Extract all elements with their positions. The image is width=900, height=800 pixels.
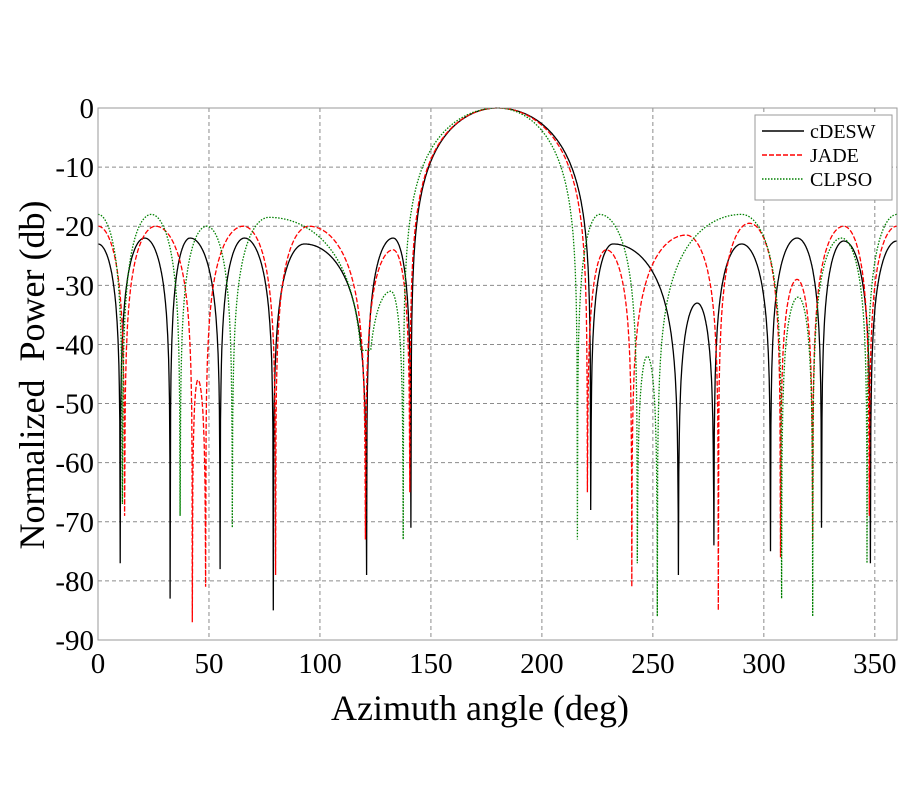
x-tick-label: 300 — [742, 648, 786, 680]
legend-label: CLPSO — [810, 169, 872, 191]
y-tick-label: -60 — [55, 448, 94, 480]
series-line-clpso — [98, 107, 897, 617]
legend-box — [754, 114, 893, 201]
x-tick-label: 50 — [194, 648, 223, 680]
y-tick-labels: 0 -10 -20 -30 -40 -50 -60 -70 -80 -90 — [55, 93, 94, 657]
y-tick-label: -20 — [55, 211, 94, 243]
y-tick-label: -70 — [55, 507, 94, 539]
x-tick-label: 200 — [520, 648, 564, 680]
x-tick-label: 350 — [853, 648, 897, 680]
x-tick-label: 0 — [91, 648, 106, 680]
legend-label: cDESW — [810, 121, 876, 143]
plot-border — [97, 107, 898, 641]
x-tick-label: 250 — [631, 648, 675, 680]
x-tick-label: 100 — [298, 648, 342, 680]
y-tick-label: -80 — [55, 566, 94, 598]
x-axis-label: Azimuth angle (deg) — [331, 688, 629, 728]
y-tick-label: -40 — [55, 329, 94, 361]
y-tick-label: -30 — [55, 270, 94, 302]
legend-label: JADE — [810, 145, 859, 167]
y-tick-label: -50 — [55, 389, 94, 421]
y-tick-label: -90 — [55, 625, 94, 657]
y-axis-label: Normalized Power (db) — [12, 201, 52, 550]
y-tick-label: -10 — [55, 152, 94, 184]
x-tick-label: 150 — [409, 648, 453, 680]
y-tick-label: 0 — [80, 93, 95, 125]
x-tick-labels: 0 50 100 150 200 250 300 350 — [91, 648, 897, 680]
